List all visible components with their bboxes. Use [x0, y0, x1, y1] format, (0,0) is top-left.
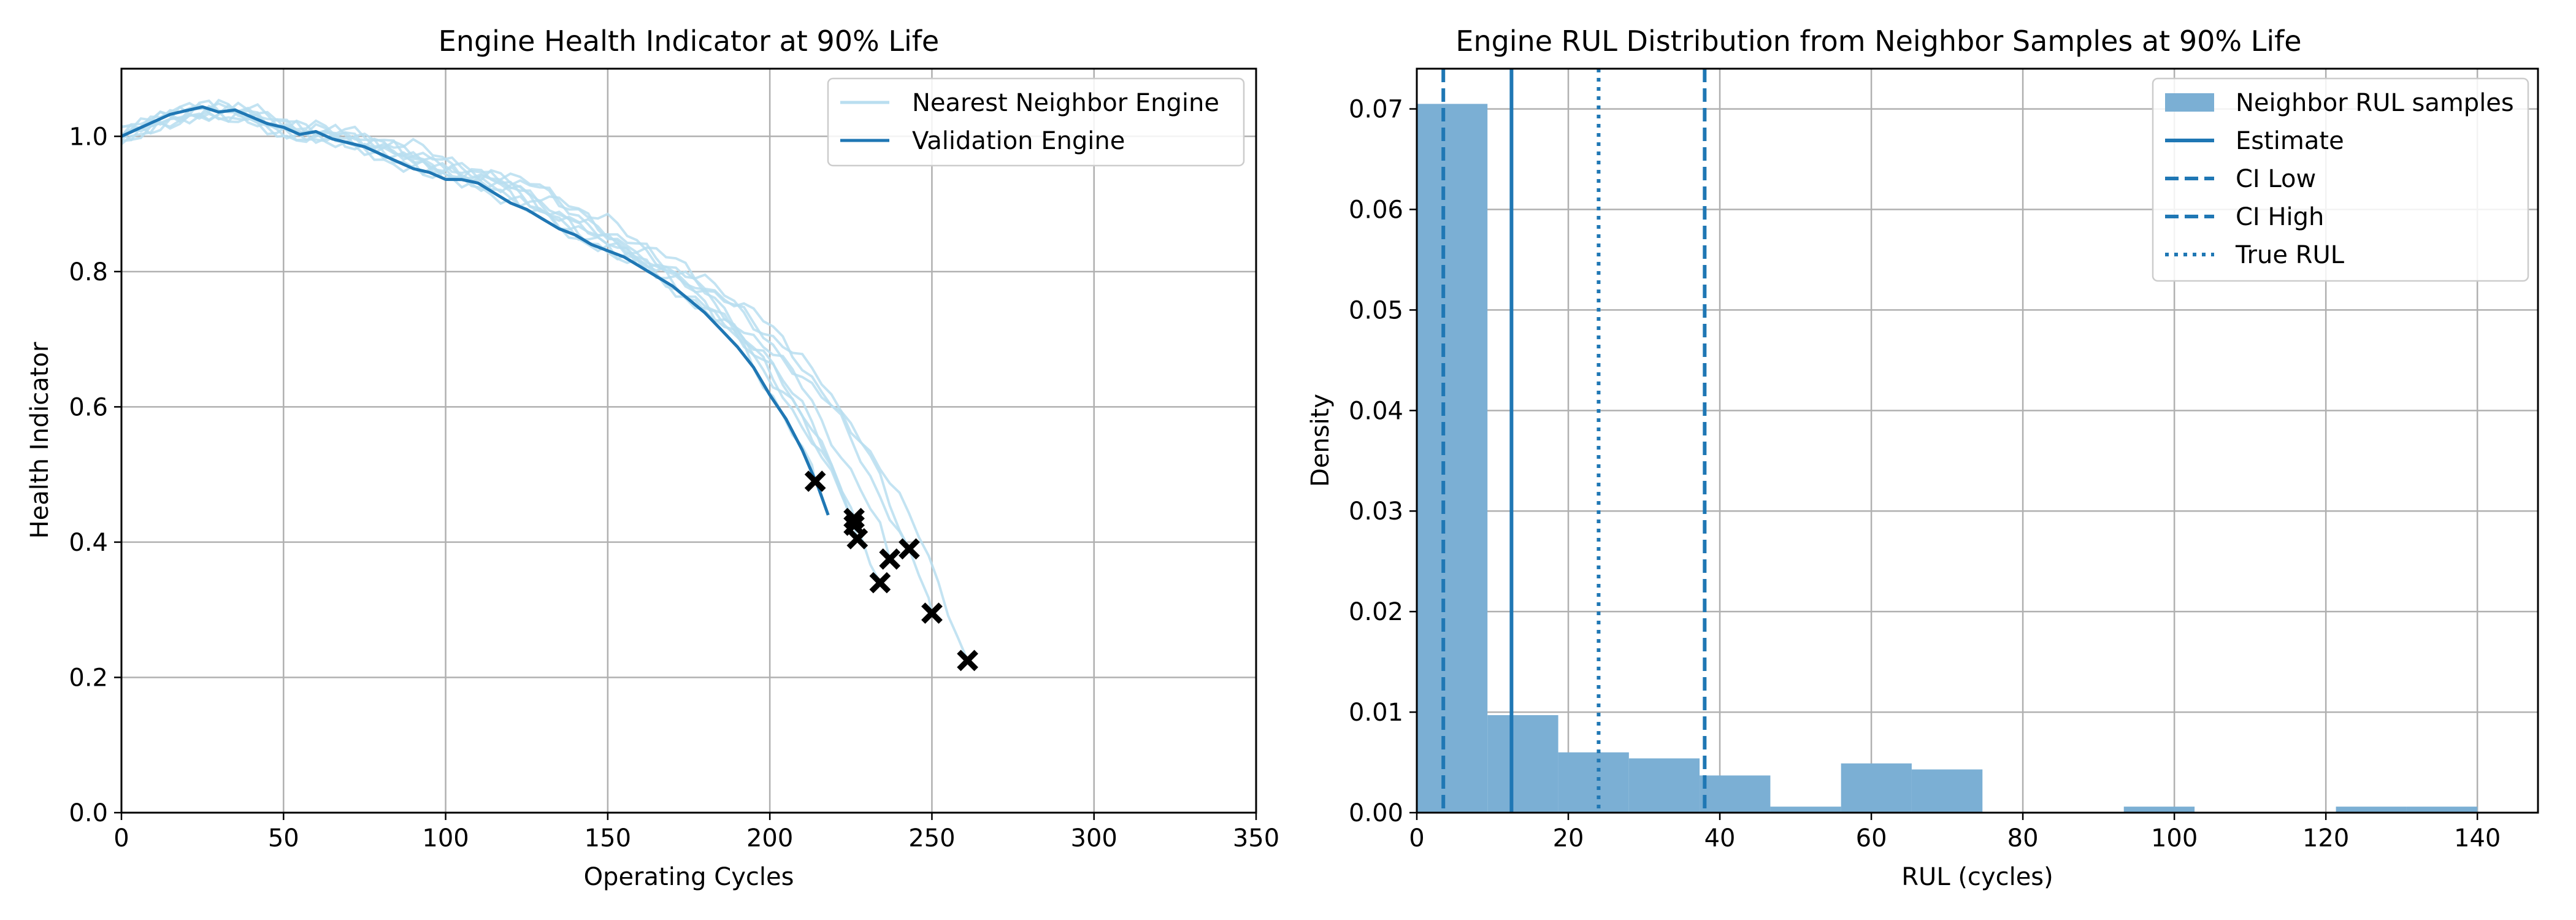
left-legend: Nearest Neighbor Engine Validation Engin…	[827, 77, 1245, 167]
histogram-bar	[1628, 758, 1700, 813]
legend-ci-low-label: CI Low	[2236, 165, 2316, 193]
right-x-tick-label: 60	[1856, 824, 1887, 853]
right-y-tick-label: 0.07	[1349, 96, 1403, 124]
left-x-tick-label: 250	[908, 824, 955, 853]
rul-distribution-chart: Engine RUL Distribution from Neighbor Sa…	[1306, 25, 2539, 891]
left-y-ticks: 0.0 0.2 0.4 0.6 0.8 1.0	[69, 123, 121, 827]
legend-histogram-swatch	[2165, 93, 2214, 112]
histogram-bar	[1417, 104, 1488, 813]
rul-vertical-lines	[1441, 69, 1707, 813]
left-x-tick-label: 0	[113, 824, 129, 853]
left-chart-title: Engine Health Indicator at 90% Life	[439, 25, 939, 58]
end-of-life-marker	[957, 650, 978, 672]
right-x-tick-label: 20	[1553, 824, 1584, 853]
right-x-axis-label: RUL (cycles)	[1901, 863, 2053, 891]
neighbor-engine-line	[121, 98, 969, 661]
legend-histogram-label: Neighbor RUL samples	[2236, 89, 2514, 117]
left-x-tick-label: 300	[1071, 824, 1117, 853]
left-y-tick-label: 0.8	[69, 258, 108, 286]
right-y-tick-label: 0.05	[1349, 296, 1403, 324]
neighbor-end-markers	[804, 470, 978, 672]
right-x-ticks: 0 20 40 60 80 100 120 140	[1409, 813, 2501, 853]
right-y-ticks: 0.00 0.01 0.02 0.03 0.04 0.05 0.06 0.07	[1349, 96, 1417, 827]
legend-true-rul-label: True RUL	[2235, 241, 2345, 269]
left-y-tick-label: 0.0	[69, 799, 108, 827]
left-x-tick-label: 150	[585, 824, 631, 853]
right-x-tick-label: 0	[1409, 824, 1424, 853]
right-y-tick-label: 0.01	[1349, 699, 1403, 727]
left-x-tick-label: 50	[268, 824, 299, 853]
histogram-bars	[1417, 104, 2478, 813]
histogram-bar	[2336, 807, 2407, 813]
right-chart-title: Engine RUL Distribution from Neighbor Sa…	[1455, 25, 2301, 58]
histogram-bar	[1700, 775, 1771, 813]
end-of-life-marker	[804, 470, 826, 493]
right-x-tick-label: 120	[2302, 824, 2349, 853]
left-x-ticks: 0 50 100 150 200 250 300 350	[113, 813, 1279, 853]
left-y-tick-label: 0.4	[69, 529, 108, 557]
validation-engine-line	[120, 105, 830, 516]
histogram-bar	[2123, 807, 2195, 813]
left-y-tick-label: 0.6	[69, 393, 108, 421]
left-y-tick-label: 0.2	[69, 664, 108, 692]
histogram-bar	[1841, 763, 1912, 813]
left-y-tick-label: 1.0	[69, 123, 108, 151]
legend-validation-label: Validation Engine	[912, 127, 1125, 155]
right-x-tick-label: 140	[2454, 824, 2501, 853]
left-legend-box	[827, 77, 1245, 167]
end-of-life-marker	[921, 602, 943, 624]
right-x-tick-label: 100	[2151, 824, 2198, 853]
end-of-life-marker	[879, 548, 901, 570]
left-x-axis-label: Operating Cycles	[584, 863, 794, 891]
legend-ci-high-label: CI High	[2236, 203, 2324, 231]
left-x-tick-label: 350	[1233, 824, 1279, 853]
neighbor-engine-line	[120, 103, 933, 614]
health-indicator-chart: Engine Health Indicator at 90% Life 0 50 1…	[26, 25, 1279, 891]
histogram-bar	[2406, 807, 2478, 813]
right-legend: Neighbor RUL samples Estimate CI Low CI …	[2152, 77, 2529, 282]
end-of-life-marker	[899, 538, 920, 560]
right-y-tick-label: 0.06	[1349, 196, 1403, 224]
histogram-bar	[1770, 807, 1841, 813]
left-plot-frame	[120, 67, 1257, 814]
left-y-axis-label: Health Indicator	[26, 342, 54, 539]
end-of-life-marker	[846, 528, 868, 550]
histogram-bar	[1558, 752, 1629, 813]
legend-estimate-label: Estimate	[2236, 127, 2344, 155]
right-y-axis-label: Density	[1306, 394, 1335, 487]
left-x-tick-label: 100	[422, 824, 469, 853]
histogram-bar	[1487, 715, 1558, 813]
histogram-bar	[1911, 769, 1983, 813]
right-legend-box	[2152, 77, 2529, 282]
right-y-tick-label: 0.02	[1349, 598, 1403, 626]
end-of-life-marker	[869, 572, 891, 594]
legend-neighbor-label: Nearest Neighbor Engine	[912, 89, 1219, 117]
left-x-tick-label: 200	[746, 824, 793, 853]
right-y-tick-label: 0.00	[1349, 799, 1403, 827]
right-x-tick-label: 40	[1704, 824, 1736, 853]
right-plot-frame	[1416, 67, 2539, 814]
right-x-tick-label: 80	[2007, 824, 2039, 853]
right-y-tick-label: 0.04	[1349, 397, 1403, 425]
neighbor-engine-line	[121, 99, 891, 560]
right-y-tick-label: 0.03	[1349, 497, 1403, 526]
